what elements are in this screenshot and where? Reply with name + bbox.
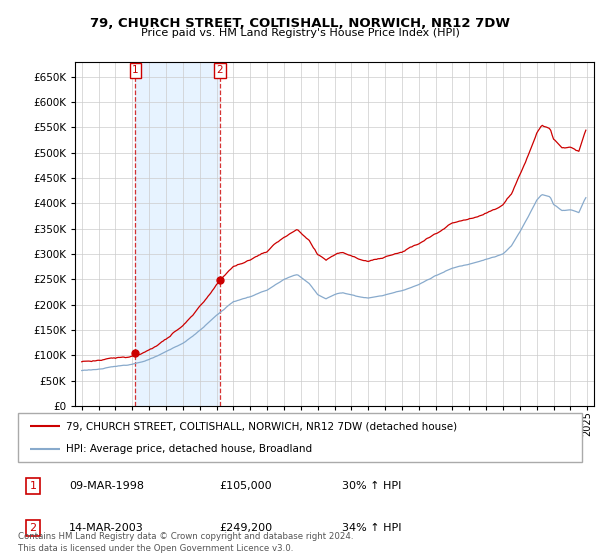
Text: 1: 1 — [29, 481, 37, 491]
Text: HPI: Average price, detached house, Broadland: HPI: Average price, detached house, Broa… — [66, 444, 312, 454]
Text: Price paid vs. HM Land Registry's House Price Index (HPI): Price paid vs. HM Land Registry's House … — [140, 28, 460, 38]
Text: 2: 2 — [29, 523, 37, 533]
Text: 14-MAR-2003: 14-MAR-2003 — [69, 523, 144, 533]
Text: £249,200: £249,200 — [219, 523, 272, 533]
Text: 30% ↑ HPI: 30% ↑ HPI — [342, 481, 401, 491]
Text: Contains HM Land Registry data © Crown copyright and database right 2024.
This d: Contains HM Land Registry data © Crown c… — [18, 533, 353, 553]
Bar — [136, 62, 220, 406]
Text: 2: 2 — [217, 65, 223, 75]
Text: £105,000: £105,000 — [219, 481, 272, 491]
Text: 09-MAR-1998: 09-MAR-1998 — [69, 481, 144, 491]
Text: 1: 1 — [132, 65, 139, 75]
Text: 79, CHURCH STREET, COLTISHALL, NORWICH, NR12 7DW (detached house): 79, CHURCH STREET, COLTISHALL, NORWICH, … — [66, 421, 457, 431]
Text: 34% ↑ HPI: 34% ↑ HPI — [342, 523, 401, 533]
Text: 79, CHURCH STREET, COLTISHALL, NORWICH, NR12 7DW: 79, CHURCH STREET, COLTISHALL, NORWICH, … — [90, 17, 510, 30]
